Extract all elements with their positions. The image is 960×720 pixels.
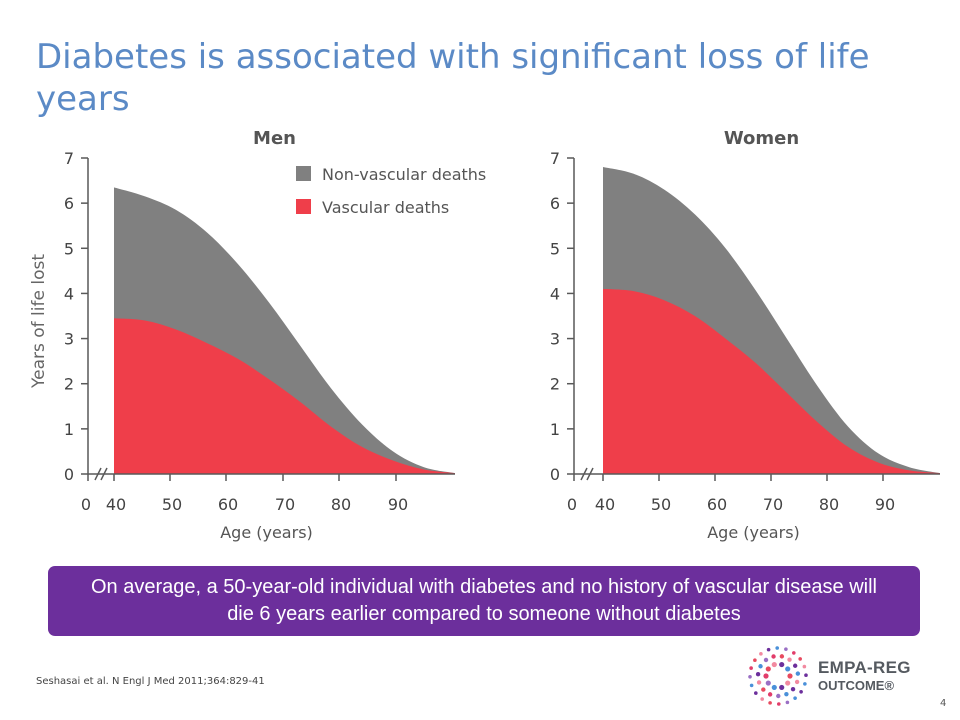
y-tick-label-women-1: 1 <box>550 420 560 439</box>
x-tick-label-men-0: 0 <box>81 495 91 514</box>
x-tick-label-women-50: 50 <box>651 495 671 514</box>
empa-reg-logo: EMPA-REG OUTCOME® <box>748 646 928 706</box>
y-tick-label-women-6: 6 <box>550 194 560 213</box>
legend-label-total: Non-vascular deaths <box>322 165 486 184</box>
y-tick-label-women-5: 5 <box>550 239 560 258</box>
logo-dot <box>767 692 773 697</box>
panel-title-women: Women <box>724 128 799 149</box>
logo-dot <box>779 661 785 668</box>
logo-dot <box>760 697 764 701</box>
x-tick-label-women-70: 70 <box>763 495 783 514</box>
x-tick-label-women-0: 0 <box>567 495 577 514</box>
logo-dot <box>804 673 808 678</box>
logo-dot <box>790 686 796 692</box>
logo-dot <box>771 654 776 659</box>
y-tick-label-women-2: 2 <box>550 375 560 394</box>
x-tick-label-men-70: 70 <box>275 495 295 514</box>
logo-ring-icon <box>748 646 808 706</box>
logo-dot <box>779 654 785 659</box>
y-tick-label-women-3: 3 <box>550 330 560 349</box>
logo-dot <box>756 680 762 685</box>
logo-dot <box>784 691 789 697</box>
summary-callout: On average, a 50-year-old individual wit… <box>48 566 920 636</box>
logo-dot <box>793 696 797 700</box>
legend-swatch-vascular <box>296 199 311 214</box>
y-tick-label-men-3: 3 <box>64 330 74 349</box>
logo-dot <box>765 680 771 686</box>
logo-dot <box>799 690 803 694</box>
logo-dot <box>794 679 800 685</box>
logo-dot <box>754 691 758 695</box>
y-tick-label-men-6: 6 <box>64 194 74 213</box>
logo-dot <box>798 657 802 661</box>
logo-dot <box>771 684 777 691</box>
axis-break-mark-men <box>94 467 102 481</box>
x-tick-label-women-80: 80 <box>819 495 839 514</box>
y-tick-label-men-5: 5 <box>64 239 74 258</box>
axis-break-mark-men <box>100 467 108 481</box>
logo-dot <box>759 652 763 656</box>
logo-dot <box>771 661 777 668</box>
axis-break-mark-women <box>586 467 594 481</box>
logo-dot <box>768 701 772 705</box>
y-tick-label-men-2: 2 <box>64 375 74 394</box>
axis-break-mark-women <box>580 467 588 481</box>
logo-dot <box>784 647 788 651</box>
logo-dot <box>749 683 754 688</box>
x-tick-label-men-80: 80 <box>331 495 351 514</box>
x-tick-label-men-60: 60 <box>218 495 238 514</box>
y-tick-label-women-7: 7 <box>550 149 560 168</box>
logo-dot <box>748 674 752 679</box>
logo-dot <box>749 666 753 670</box>
y-tick-label-men-1: 1 <box>64 420 74 439</box>
area-women-vascular <box>603 288 940 474</box>
x-tick-label-women-60: 60 <box>707 495 727 514</box>
logo-dot <box>803 682 807 686</box>
logo-text-line1: EMPA-REG <box>818 658 911 677</box>
x-tick-label-men-40: 40 <box>106 495 126 514</box>
logo-dot <box>795 671 801 676</box>
logo-dot <box>785 680 791 686</box>
area-men-vascular <box>114 318 455 474</box>
logo-dot <box>785 666 791 672</box>
y-tick-label-women-4: 4 <box>550 284 560 303</box>
legend-label-vascular: Vascular deaths <box>322 198 449 217</box>
x-tick-label-men-50: 50 <box>162 495 182 514</box>
logo-dot <box>792 663 798 668</box>
citation: Seshasai et al. N Engl J Med 2011;364:82… <box>36 676 265 687</box>
y-tick-label-men-4: 4 <box>64 284 74 303</box>
logo-dot <box>763 673 769 679</box>
logo-dot <box>753 658 757 662</box>
x-axis-label-women: Age (years) <box>707 523 800 542</box>
y-tick-label-men-7: 7 <box>64 149 74 168</box>
legend-swatch-total <box>296 166 311 181</box>
logo-dot <box>792 651 796 655</box>
logo-dot <box>802 664 807 669</box>
logo-dot <box>779 684 785 691</box>
logo-text-line2: OUTCOME® <box>818 678 895 693</box>
logo-dot <box>758 664 763 669</box>
y-tick-label-men-0: 0 <box>64 465 74 484</box>
logo-dot <box>763 657 769 663</box>
logo-dot <box>775 646 780 650</box>
logo-dot <box>776 702 781 706</box>
x-axis-label-men: Age (years) <box>220 523 313 542</box>
logo-dot <box>755 671 761 677</box>
x-tick-label-women-40: 40 <box>595 495 615 514</box>
page-number: 4 <box>940 698 947 709</box>
logo-dot <box>776 693 781 699</box>
y-tick-label-women-0: 0 <box>550 465 560 484</box>
x-tick-label-women-90: 90 <box>875 495 895 514</box>
logo-dot <box>765 666 771 672</box>
logo-dot <box>787 673 793 679</box>
logo-dot <box>787 657 792 662</box>
panel-title-men: Men <box>253 128 296 149</box>
slide-title: Diabetes is associated with significant … <box>36 37 870 119</box>
y-axis-label-men: Years of life lost <box>29 254 49 389</box>
logo-dot <box>766 647 771 652</box>
logo-dot <box>761 687 766 692</box>
logo-dot <box>785 700 790 705</box>
x-tick-label-men-90: 90 <box>388 495 408 514</box>
